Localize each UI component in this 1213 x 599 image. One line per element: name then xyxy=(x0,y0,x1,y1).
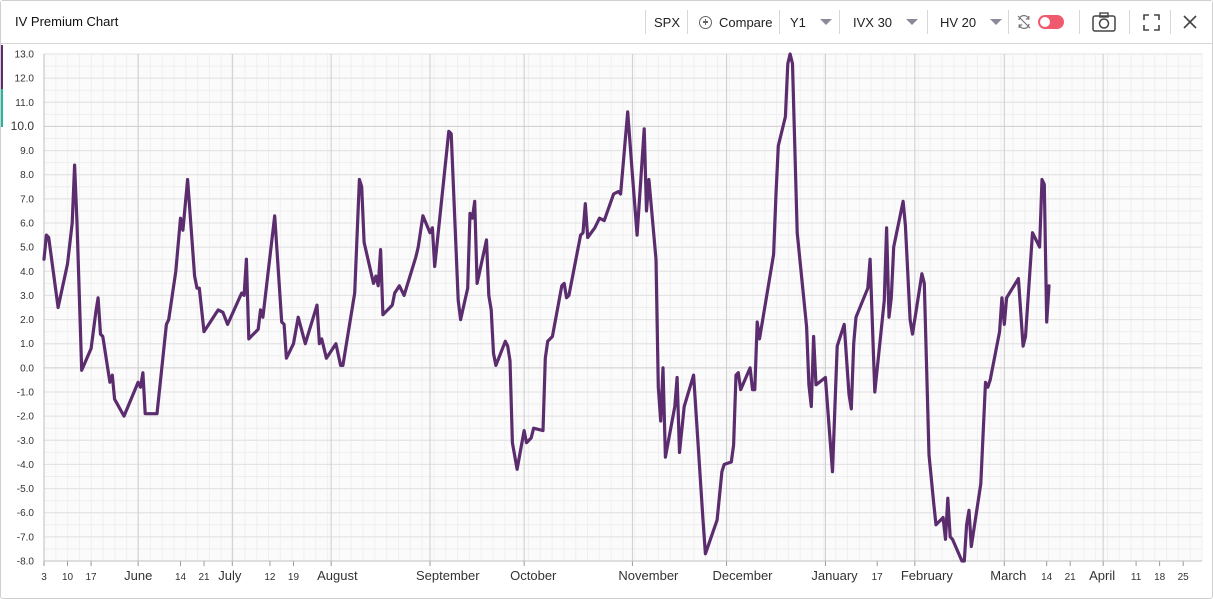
y-tick-label: -6.0 xyxy=(17,508,35,519)
hv-metric-label: HV 20 xyxy=(940,14,977,30)
toolbar-divider xyxy=(1079,10,1080,34)
y-tick-label: 8.0 xyxy=(20,170,34,181)
y-tick-label: 3.0 xyxy=(20,291,34,302)
x-tick-label: February xyxy=(901,568,954,583)
x-tick-label: 17 xyxy=(872,572,884,583)
toolbar-divider xyxy=(687,10,688,34)
x-tick-label: November xyxy=(618,568,679,583)
y-tick-label: 0.0 xyxy=(20,363,34,374)
x-tick-label: 10 xyxy=(62,572,74,583)
plus-circle-icon xyxy=(699,15,712,29)
x-tick-label: April xyxy=(1089,568,1115,583)
y-tick-label: 4.0 xyxy=(20,267,34,278)
iv-premium-line-chart: 13.0 12.0 11.0 10.0 9.0 8.0 7.0 6.0 5.0 4.0 3.0 2.0… xyxy=(11,50,1203,583)
close-button[interactable] xyxy=(1181,1,1199,43)
x-tick-label: December xyxy=(713,568,774,583)
x-tick-label: 3 xyxy=(41,572,47,583)
y-tick-label: -4.0 xyxy=(17,460,35,471)
x-tick-label: 21 xyxy=(1065,572,1077,583)
y-tick-label: -7.0 xyxy=(17,532,35,543)
series-color-marker xyxy=(1,89,3,127)
close-icon xyxy=(1183,15,1197,29)
x-tick-label: 14 xyxy=(1041,572,1053,583)
compare-label: Compare xyxy=(719,14,773,30)
toolbar-divider xyxy=(927,10,928,34)
y-tick-label: 13.0 xyxy=(15,50,35,61)
y-tick-label: -1.0 xyxy=(17,388,35,399)
x-tick-label: June xyxy=(124,568,152,583)
chevron-down-icon xyxy=(990,19,1003,25)
y-tick-label: 11.0 xyxy=(15,98,34,109)
y-tick-label: -2.0 xyxy=(17,412,35,423)
y-tick-label: 9.0 xyxy=(20,146,34,157)
toolbar-divider xyxy=(1129,10,1130,34)
x-tick-label: January xyxy=(811,568,858,583)
y-tick-label: -8.0 xyxy=(17,557,35,568)
series-line xyxy=(42,52,1051,563)
hv-metric-dropdown[interactable]: HV 20 xyxy=(940,1,1003,43)
x-tick-label: 25 xyxy=(1178,572,1190,583)
toolbar-divider xyxy=(1008,10,1009,34)
series-color-marker xyxy=(1,45,3,89)
symbol-selector[interactable]: SPX xyxy=(654,1,680,43)
y-tick-label: 1.0 xyxy=(20,339,34,350)
fullscreen-button[interactable] xyxy=(1141,1,1161,43)
toggle-switch[interactable] xyxy=(1038,15,1064,29)
y-tick-label: 7.0 xyxy=(20,194,34,205)
y-tick-label: -5.0 xyxy=(17,484,35,495)
x-tick-label: 11 xyxy=(1131,572,1142,583)
period-dropdown[interactable]: Y1 xyxy=(790,1,832,43)
symbol-label: SPX xyxy=(654,14,681,30)
chart-title: IV Premium Chart xyxy=(15,14,119,29)
y-tick-label: 2.0 xyxy=(20,315,34,326)
sync-icon xyxy=(1017,14,1031,30)
x-tick-label: August xyxy=(317,568,358,583)
x-tick-label: 17 xyxy=(86,572,98,583)
x-tick-label: October xyxy=(510,568,557,583)
fullscreen-icon xyxy=(1142,13,1160,31)
y-tick-label: 6.0 xyxy=(20,219,34,230)
x-tick-label: 18 xyxy=(1154,572,1166,583)
chart-toolbar: IV Premium Chart SPX Compare Y1 IVX 30 H… xyxy=(1,1,1212,44)
y-tick-label: -3.0 xyxy=(17,436,35,447)
camera-icon xyxy=(1092,12,1116,32)
y-tick-label: 12.0 xyxy=(15,74,35,85)
toolbar-divider xyxy=(839,10,840,34)
y-tick-label: 5.0 xyxy=(20,243,34,254)
period-label: Y1 xyxy=(790,14,806,30)
x-tick-label: 21 xyxy=(198,572,210,583)
x-tick-label: March xyxy=(990,568,1026,583)
iv-metric-dropdown[interactable]: IVX 30 xyxy=(853,1,919,43)
x-tick-label: 12 xyxy=(264,572,276,583)
toolbar-divider xyxy=(645,10,646,34)
sync-toggle[interactable] xyxy=(1016,1,1064,43)
x-tick-label: 14 xyxy=(175,572,187,583)
y-tick-label: 10.0 xyxy=(11,119,35,133)
chevron-down-icon xyxy=(819,19,832,25)
x-tick-label: July xyxy=(218,568,242,583)
compare-button[interactable]: Compare xyxy=(699,1,772,43)
chevron-down-icon xyxy=(906,19,919,25)
toolbar-divider xyxy=(779,10,780,34)
x-tick-label: September xyxy=(416,568,480,583)
iv-metric-label: IVX 30 xyxy=(853,14,893,30)
toolbar-divider xyxy=(1170,10,1171,34)
screenshot-button[interactable] xyxy=(1090,1,1118,43)
x-tick-label: 19 xyxy=(288,572,300,583)
